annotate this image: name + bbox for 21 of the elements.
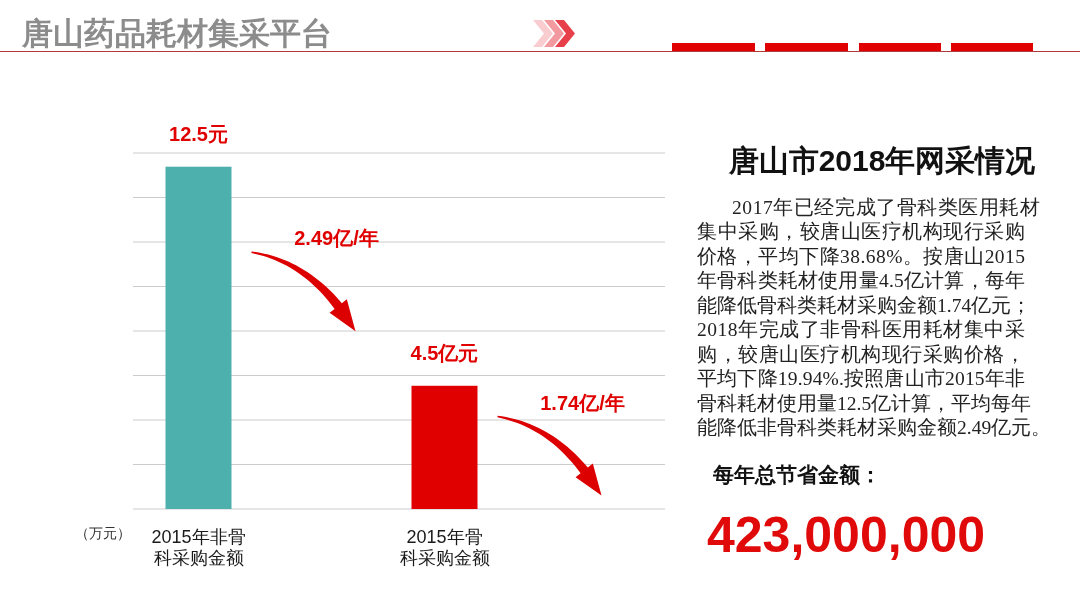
data-label: 12.5元	[169, 122, 228, 145]
x-tick-label: 2015年骨科采购金额	[399, 527, 490, 568]
x-tick-label: 2015年非骨科采购金额	[151, 527, 246, 568]
text: 唐山市2018年网采情况	[727, 144, 1037, 177]
text: 集中采购，较唐山医疗机构现行采购	[697, 221, 1025, 242]
text: 平均下降19.94%.按照唐山市2015年非	[697, 368, 1025, 389]
chart-title: 唐山药品耗材集采平台	[21, 16, 332, 51]
text: 价格，平均下降38.68%。按唐山2015	[696, 245, 1025, 267]
annotation: 2.49亿/年	[294, 227, 379, 250]
text: 2017年已经完成了骨科类医用耗材	[732, 195, 1040, 218]
data-label: 4.5亿元	[410, 341, 479, 364]
text: 年骨科类耗材使用量4.5亿计算，每年	[697, 270, 1025, 291]
text: 骨科耗材使用量12.5亿计算，平均每年	[697, 392, 1032, 414]
y-axis-title: （万元）	[75, 525, 131, 541]
text: 购，较唐山医疗机构现行采购价格，	[697, 343, 1025, 365]
annotation: 1.74亿/年	[540, 391, 625, 414]
text: 2018年完成了非骨科医用耗材集中采	[697, 318, 1025, 340]
text: 423,000,000	[707, 507, 986, 563]
text: 能降低非骨科类耗材采购金额2.49亿元。	[697, 417, 1052, 438]
text: 能降低骨科类耗材采购金额1.74亿元；	[697, 294, 1032, 316]
text: 每年总节省金额：	[712, 463, 881, 486]
